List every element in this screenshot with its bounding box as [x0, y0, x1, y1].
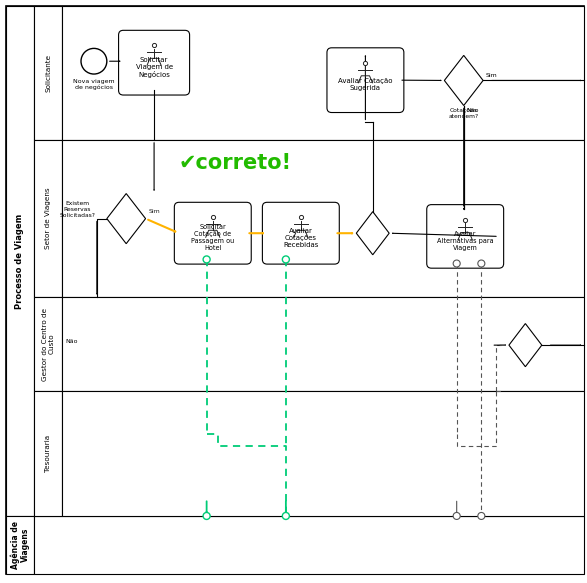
Text: Agência de
Viagens: Agência de Viagens [10, 521, 30, 569]
Circle shape [81, 48, 107, 74]
Bar [62, 297, 584, 391]
Polygon shape [509, 324, 542, 367]
Text: Avaliar Cotação
Sugerida: Avaliar Cotação Sugerida [338, 78, 393, 92]
FancyBboxPatch shape [327, 48, 404, 113]
Circle shape [203, 256, 210, 263]
Text: Solicitar
Cotação de
Passagem ou
Hotel: Solicitar Cotação de Passagem ou Hotel [191, 224, 234, 251]
Polygon shape [107, 194, 146, 244]
FancyBboxPatch shape [119, 30, 190, 95]
Bar [6, 516, 34, 574]
FancyBboxPatch shape [174, 202, 251, 264]
Circle shape [282, 256, 289, 263]
Text: Solicitar
Viagem de
Negócios: Solicitar Viagem de Negócios [136, 57, 173, 78]
Text: Existem
Reservas
Solicitadas?: Existem Reservas Solicitadas? [59, 201, 95, 217]
Bar [34, 297, 62, 391]
Circle shape [282, 512, 289, 519]
Text: Não: Não [66, 339, 78, 343]
Bar [62, 140, 584, 297]
Circle shape [478, 260, 485, 267]
Bar [62, 391, 584, 516]
Text: Gestor do Centro de
Custo: Gestor do Centro de Custo [42, 307, 55, 381]
Text: Sim: Sim [149, 209, 160, 214]
Text: Setor de Viagens: Setor de Viagens [45, 188, 51, 250]
Text: ✔correto!: ✔correto! [179, 153, 292, 173]
Text: Processo de Viagem: Processo de Viagem [15, 213, 25, 308]
Bar [34, 516, 584, 574]
Circle shape [453, 512, 460, 519]
Polygon shape [444, 55, 483, 106]
Text: Avaliar
Cotações
Recebidas: Avaliar Cotações Recebidas [283, 228, 319, 248]
Text: Tesouraria: Tesouraria [45, 435, 51, 472]
Text: Nova viagem
de negócios: Nova viagem de negócios [73, 79, 114, 90]
Polygon shape [356, 212, 389, 255]
Bar [34, 140, 62, 297]
Text: Sim: Sim [486, 72, 498, 78]
Text: Avaliar
Alternativas para
Viagem: Avaliar Alternativas para Viagem [437, 231, 494, 251]
Circle shape [453, 260, 460, 267]
Bar [62, 6, 584, 140]
Text: Não: Não [467, 108, 479, 114]
Bar [34, 6, 62, 140]
FancyBboxPatch shape [262, 202, 339, 264]
Text: Cotações
atendem?: Cotações atendem? [448, 108, 479, 120]
Circle shape [478, 512, 485, 519]
Circle shape [203, 512, 210, 519]
Text: Solicitante: Solicitante [45, 54, 51, 92]
Bar [34, 391, 62, 516]
Bar [6, 6, 34, 516]
FancyBboxPatch shape [427, 205, 504, 268]
